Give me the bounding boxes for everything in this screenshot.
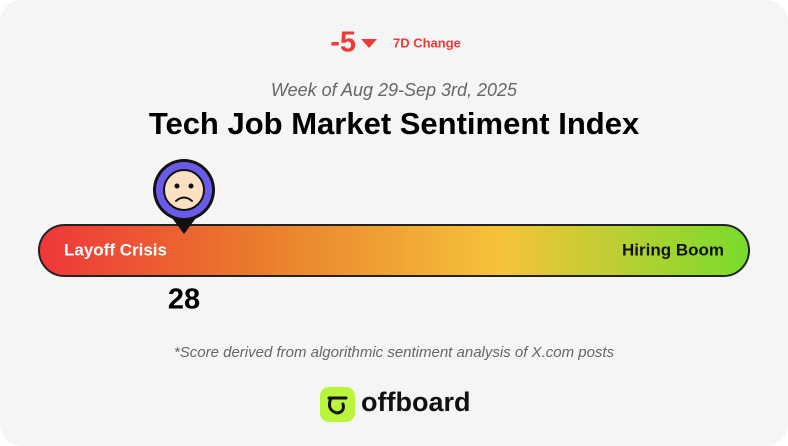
change-value: -5 <box>330 27 356 59</box>
title: Tech Job Market Sentiment Index <box>149 106 640 141</box>
change-label: 7D Change <box>393 35 461 50</box>
brand-name: offboard <box>361 387 470 417</box>
sentiment-bar <box>38 224 750 277</box>
footnote: *Score derived from algorithmic sentimen… <box>174 344 615 361</box>
score-value: 28 <box>168 284 200 316</box>
high-label: Hiring Boom <box>622 240 724 259</box>
change-arrow <box>361 39 377 48</box>
week-label: Week of Aug 29-Sep 3rd, 2025 <box>271 80 518 100</box>
brand-logo <box>320 387 355 422</box>
low-label: Layoff Crisis <box>64 240 167 259</box>
score-pin <box>153 159 215 234</box>
